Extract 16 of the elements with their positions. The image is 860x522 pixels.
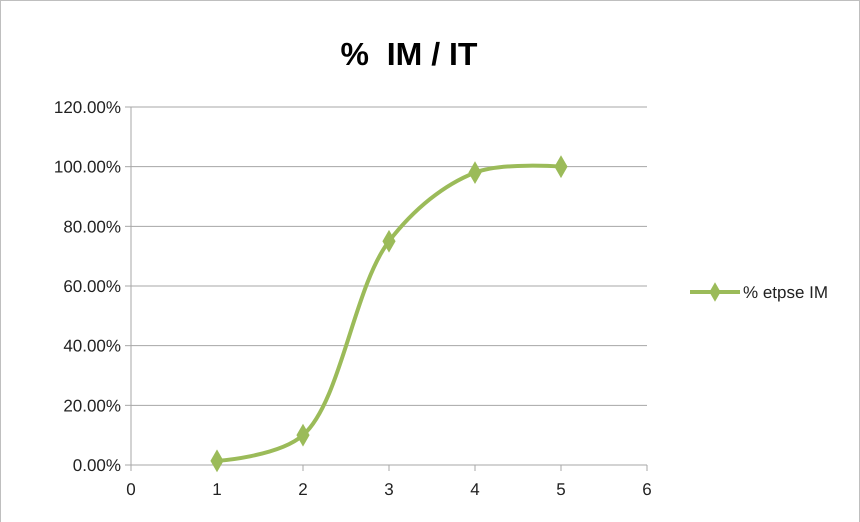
y-tick-label: 20.00% (63, 396, 121, 416)
y-tick-label: 0.00% (72, 456, 121, 475)
x-tick-label: 1 (212, 480, 222, 499)
y-tick-label: 100.00% (54, 158, 121, 177)
x-tick-label: 2 (298, 480, 308, 499)
y-tick-label: 120.00% (54, 98, 121, 117)
x-tick-label: 6 (642, 480, 652, 499)
y-tick-label: 60.00% (63, 276, 121, 296)
legend-label: % etpse IM (743, 282, 828, 302)
x-tick-label: 4 (470, 480, 480, 499)
chart-title: % IM / IT (340, 36, 478, 72)
y-tick-label: 40.00% (63, 336, 121, 356)
x-tick-label: 5 (556, 480, 566, 499)
y-tick-label: 80.00% (63, 217, 121, 236)
x-tick-label: 0 (126, 480, 136, 499)
x-tick-label: 3 (384, 480, 394, 499)
